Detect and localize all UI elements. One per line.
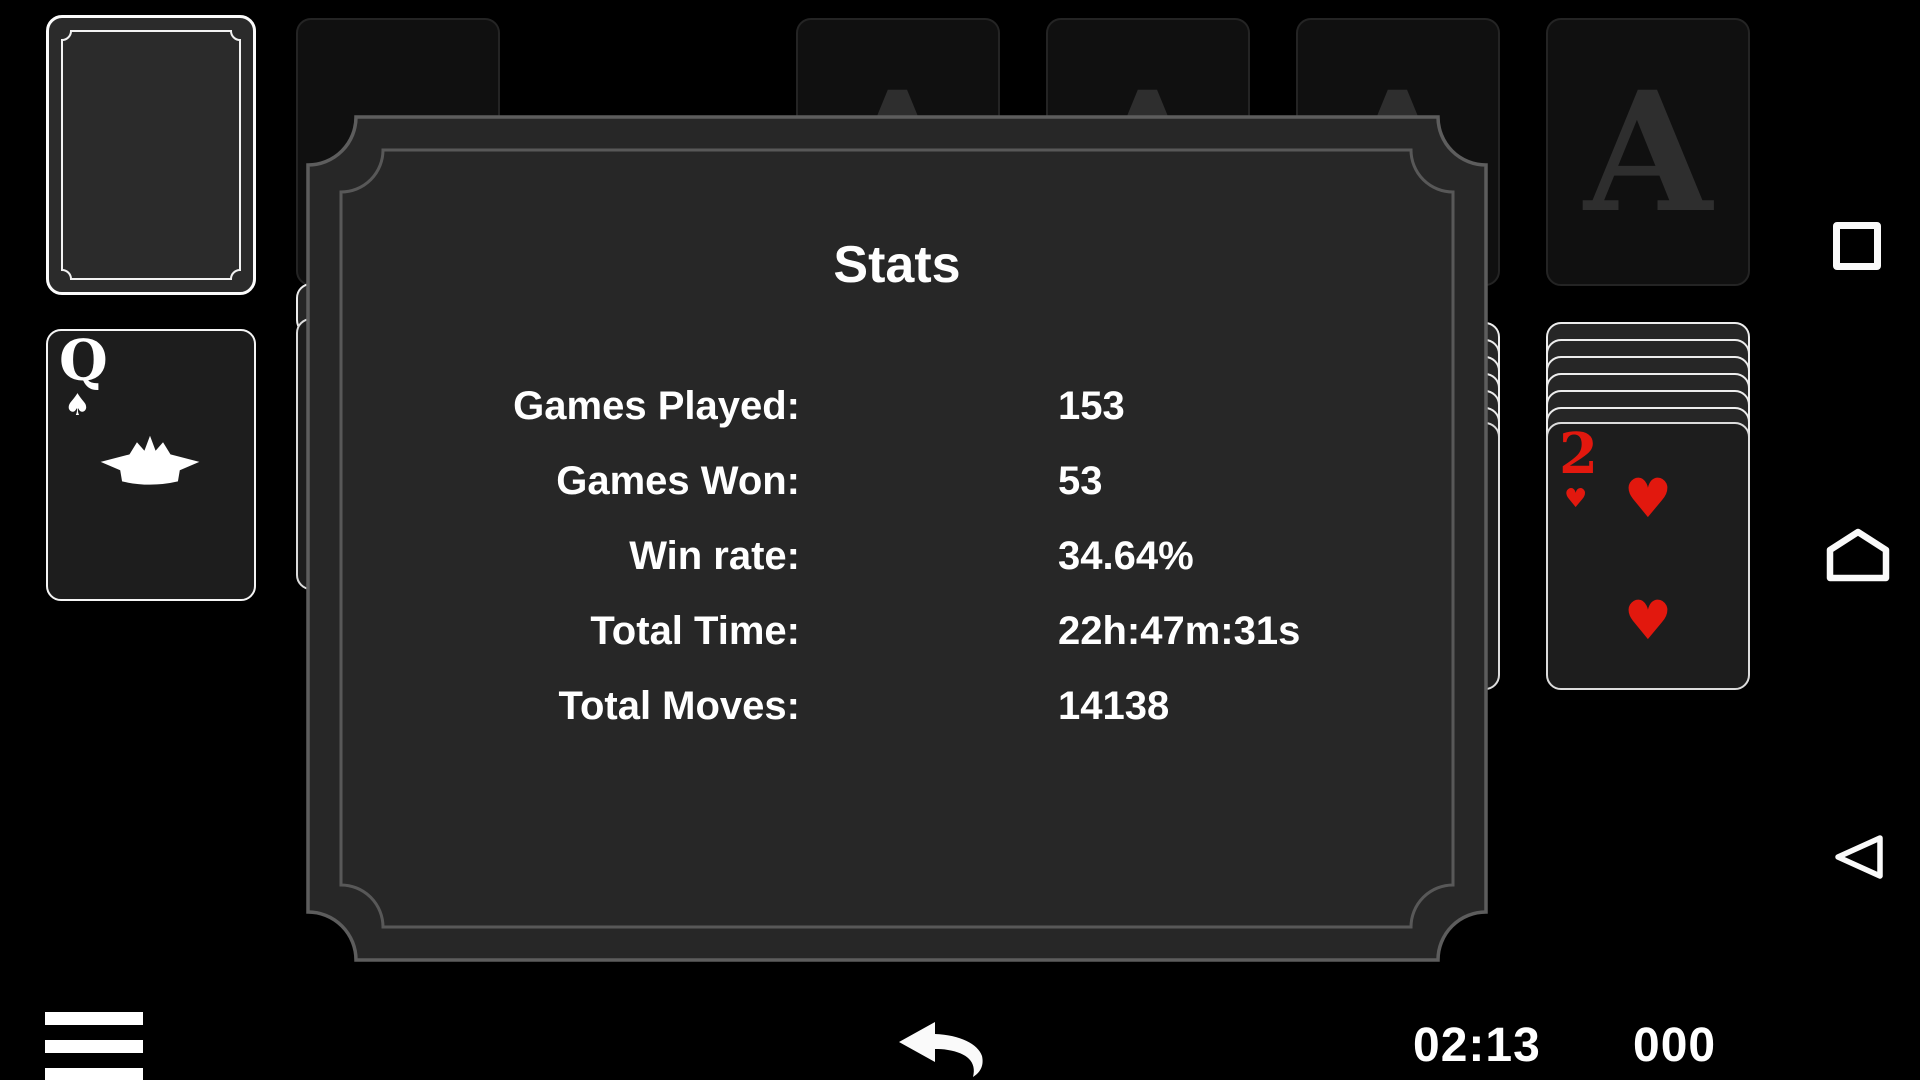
stat-row-win-rate: Win rate: 34.64% bbox=[308, 519, 1486, 594]
menu-button[interactable] bbox=[40, 1005, 150, 1080]
hamburger-icon bbox=[45, 1040, 143, 1053]
stat-value: 22h:47m:31s bbox=[1058, 609, 1301, 653]
move-counter: 000 bbox=[1633, 1019, 1717, 1072]
stat-row-games-won: Games Won: 53 bbox=[308, 444, 1486, 519]
crown-icon bbox=[100, 435, 200, 485]
stats-dialog-frame bbox=[306, 115, 1488, 962]
heart-icon: ♥ bbox=[1564, 484, 1588, 514]
heart-pip: ♥ bbox=[1623, 589, 1673, 652]
stat-row-games-played: Games Played: 153 bbox=[308, 369, 1486, 444]
stat-label: Win rate: bbox=[629, 534, 800, 578]
heart-pip: ♥ bbox=[1623, 467, 1673, 530]
stat-value: 14138 bbox=[1058, 684, 1170, 728]
hamburger-icon bbox=[45, 1012, 143, 1025]
stat-label: Total Time: bbox=[590, 609, 800, 653]
stat-label: Games Played: bbox=[513, 384, 800, 428]
stat-label: Games Won: bbox=[556, 459, 800, 503]
home-icon bbox=[1826, 528, 1890, 582]
dialog-title: Stats bbox=[833, 236, 961, 294]
game-timer: 02:13 bbox=[1413, 1019, 1541, 1072]
stat-label: Total Moves: bbox=[558, 684, 800, 728]
card-queen-of-spades[interactable]: Q ♠ bbox=[46, 329, 256, 601]
stat-value: 34.64% bbox=[1058, 534, 1194, 578]
stats-dialog: Stats Games Played: 153 Games Won: 53 Wi… bbox=[308, 117, 1486, 960]
stock-pile-card-back[interactable] bbox=[46, 15, 256, 295]
tableau-column-7[interactable]: 2 ♥ ♥ ♥ bbox=[1546, 322, 1750, 692]
stat-value: 53 bbox=[1058, 459, 1103, 503]
stat-row-total-time: Total Time: 22h:47m:31s bbox=[308, 594, 1486, 669]
back-triangle-icon bbox=[1835, 835, 1883, 879]
ace-watermark: A bbox=[1583, 54, 1713, 249]
recents-button[interactable] bbox=[1833, 222, 1881, 270]
stats-table: Games Played: 153 Games Won: 53 Win rate… bbox=[308, 369, 1486, 744]
stat-row-total-moves: Total Moves: 14138 bbox=[308, 669, 1486, 744]
stat-value: 153 bbox=[1058, 384, 1125, 428]
back-button[interactable] bbox=[1830, 833, 1886, 881]
home-button[interactable] bbox=[1826, 528, 1890, 582]
card-rank: 2 bbox=[1559, 421, 1598, 487]
foundation-slot-4[interactable]: A bbox=[1546, 18, 1750, 286]
undo-arrow-icon bbox=[899, 1022, 983, 1077]
card-back-inner-border bbox=[61, 30, 241, 280]
undo-button[interactable] bbox=[896, 1012, 991, 1078]
hamburger-icon bbox=[45, 1068, 143, 1080]
spade-icon: ♠ bbox=[64, 388, 91, 423]
card-rank: Q bbox=[59, 328, 108, 394]
card-two-of-hearts[interactable]: 2 ♥ ♥ ♥ bbox=[1546, 422, 1750, 690]
